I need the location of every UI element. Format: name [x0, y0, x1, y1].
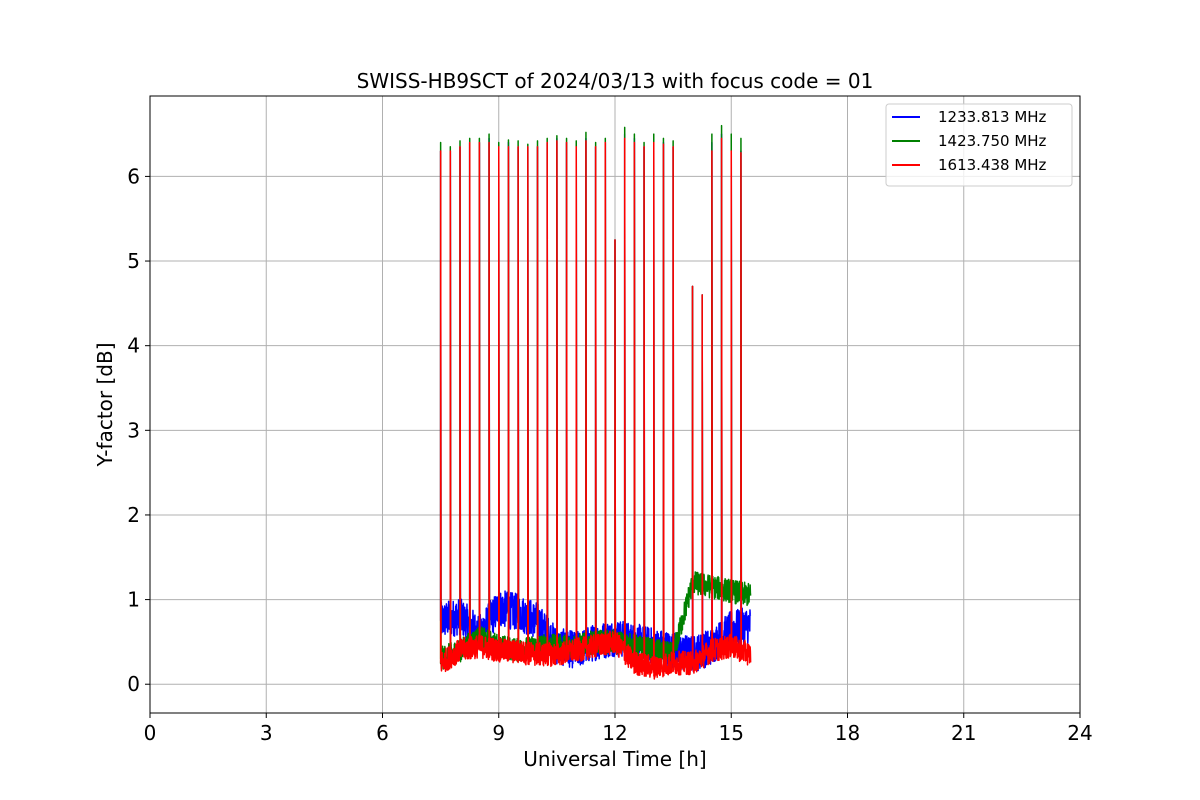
y-tick-label: 6 [127, 164, 140, 188]
y-tick-label: 5 [127, 249, 140, 273]
x-tick-label: 6 [376, 721, 389, 745]
legend-entry: 1423.750 MHz [938, 132, 1047, 150]
y-tick-label: 1 [127, 588, 140, 612]
legend-box [885, 103, 1073, 187]
x-tick-label: 0 [144, 721, 157, 745]
chart-title: SWISS-HB9SCT of 2024/03/13 with focus co… [357, 69, 874, 93]
legend-entry: 1613.438 MHz [938, 156, 1047, 174]
x-tick-label: 24 [1067, 721, 1092, 745]
x-axis-label: Universal Time [h] [523, 747, 706, 771]
x-tick-label: 15 [719, 721, 744, 745]
y-tick-label: 2 [127, 503, 140, 527]
series-line [439, 137, 752, 680]
x-tick-label: 9 [492, 721, 505, 745]
x-tick-label: 12 [602, 721, 627, 745]
plot-series [439, 124, 752, 680]
y-axis-label: Y-factor [dB] [93, 342, 117, 467]
legend-entry: 1233.813 MHz [938, 108, 1047, 126]
x-tick-label: 21 [951, 721, 976, 745]
x-tick-label: 18 [835, 721, 860, 745]
series-1613-438-mhz [439, 137, 752, 680]
y-tick-label: 3 [127, 418, 140, 442]
legend: 1233.813 MHz 1423.750 MHz 1613.438 MHz [885, 103, 1073, 187]
y-tick-label: 0 [127, 672, 140, 696]
y-tick-label: 4 [127, 334, 140, 358]
x-tick-label: 3 [260, 721, 273, 745]
